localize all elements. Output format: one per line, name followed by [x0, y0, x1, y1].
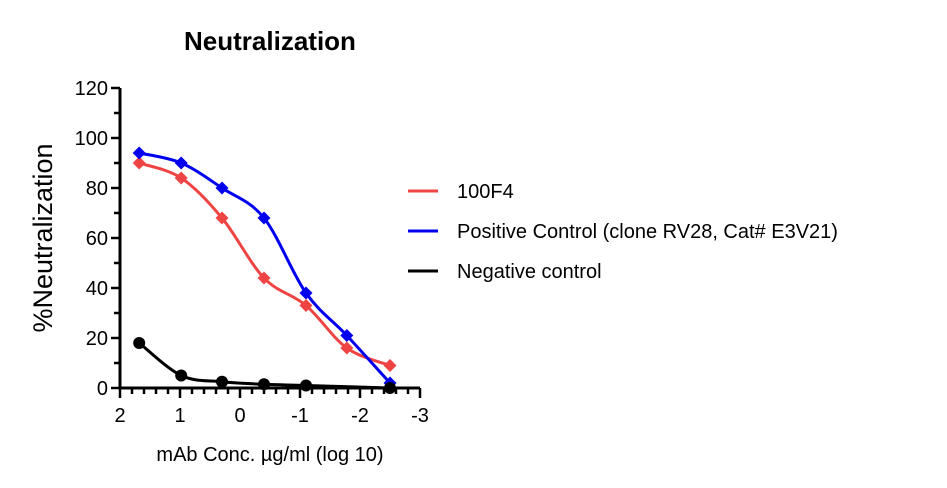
- data-point: [174, 171, 188, 185]
- data-point: [132, 146, 146, 160]
- y-tick-label: 120: [75, 78, 108, 100]
- x-tick-label: 2: [114, 405, 125, 427]
- legend-label: Positive Control (clone RV28, Cat# E3V21…: [457, 221, 838, 243]
- data-points: [132, 146, 397, 394]
- legend-label: Negative control: [457, 261, 602, 283]
- data-point: [258, 378, 270, 391]
- data-point: [340, 329, 354, 342]
- data-point: [215, 181, 229, 195]
- data-point: [299, 286, 313, 300]
- data-point: [257, 271, 271, 285]
- data-point: [257, 211, 271, 225]
- x-tick-label: 0: [234, 405, 245, 427]
- x-tick-label: 1: [174, 405, 185, 427]
- y-axis-label: %Neutralization: [28, 143, 58, 332]
- y-tick-label: 80: [86, 178, 108, 200]
- data-point: [300, 379, 312, 392]
- y-tick-label: 100: [75, 128, 108, 150]
- y-tick-label: 0: [97, 378, 108, 400]
- x-axis-label: mAb Conc. µg/ml (log 10): [156, 444, 383, 466]
- axes: 0 20 40 60 80 100 120 2 1 0 -1 -2 -3: [75, 78, 429, 427]
- y-tick-label: 60: [86, 228, 108, 250]
- y-tick-label: 40: [86, 278, 108, 300]
- data-point: [299, 299, 313, 312]
- data-point: [132, 156, 146, 170]
- chart-title: Neutralization: [184, 26, 356, 56]
- data-point: [383, 359, 397, 372]
- x-tick-label: -1: [291, 405, 309, 427]
- legend-label: 100F4: [457, 181, 514, 203]
- x-tick-label: -3: [411, 405, 429, 427]
- data-point: [133, 337, 146, 349]
- y-tick-label: 20: [86, 328, 108, 350]
- fit-curves: [138, 151, 392, 390]
- data-point: [340, 341, 354, 355]
- data-point: [174, 156, 188, 170]
- legend: 100F4 Positive Control (clone RV28, Cat# …: [408, 181, 838, 283]
- data-point: [215, 211, 229, 225]
- data-point: [175, 369, 188, 382]
- x-tick-label: -2: [351, 405, 369, 427]
- data-point: [216, 375, 228, 388]
- data-point: [384, 382, 396, 394]
